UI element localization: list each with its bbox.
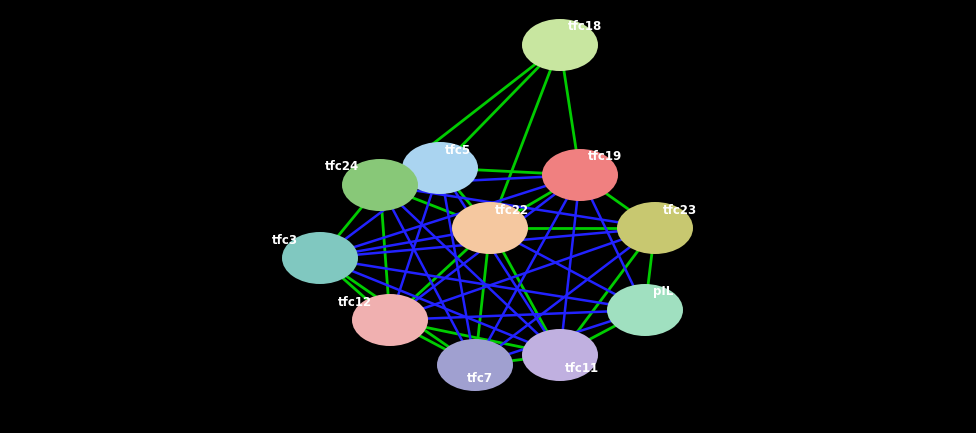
Ellipse shape bbox=[617, 202, 693, 254]
Text: tfc18: tfc18 bbox=[568, 20, 602, 33]
Text: tfc11: tfc11 bbox=[565, 362, 599, 375]
Ellipse shape bbox=[542, 149, 618, 201]
Text: tfc24: tfc24 bbox=[325, 161, 359, 174]
Ellipse shape bbox=[522, 19, 598, 71]
Text: tfc22: tfc22 bbox=[495, 204, 529, 216]
Ellipse shape bbox=[522, 329, 598, 381]
Text: tfc12: tfc12 bbox=[338, 295, 372, 308]
Ellipse shape bbox=[282, 232, 358, 284]
Text: tfc23: tfc23 bbox=[663, 204, 697, 216]
Ellipse shape bbox=[352, 294, 428, 346]
Text: tfc7: tfc7 bbox=[467, 372, 493, 385]
Text: tfc5: tfc5 bbox=[445, 143, 471, 156]
Ellipse shape bbox=[607, 284, 683, 336]
Ellipse shape bbox=[342, 159, 418, 211]
Text: tfc3: tfc3 bbox=[272, 233, 298, 246]
Ellipse shape bbox=[452, 202, 528, 254]
Ellipse shape bbox=[402, 142, 478, 194]
Text: tfc19: tfc19 bbox=[588, 151, 623, 164]
Text: pIL: pIL bbox=[653, 285, 673, 298]
Ellipse shape bbox=[437, 339, 513, 391]
